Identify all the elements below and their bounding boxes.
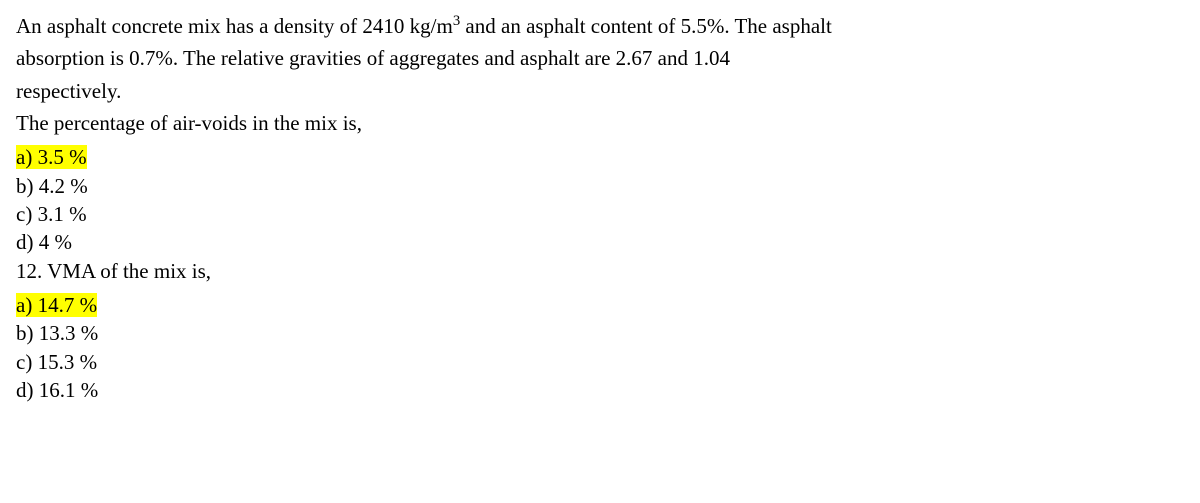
highlighted-answer: a) 14.7 % (16, 293, 97, 317)
q2-options: a) 14.7 % b) 13.3 % c) 15.3 % d) 16.1 % (16, 291, 1184, 404)
q1-option-b: b) 4.2 % (16, 172, 1184, 200)
stem-line-3: respectively. (16, 77, 1184, 105)
q2-option-d: d) 16.1 % (16, 376, 1184, 404)
q1-option-d: d) 4 % (16, 228, 1184, 256)
q2-option-c: c) 15.3 % (16, 348, 1184, 376)
q1-options: a) 3.5 % b) 4.2 % c) 3.1 % d) 4 % 12. VM… (16, 143, 1184, 285)
q2-stem: 12. VMA of the mix is, (16, 257, 1184, 285)
stem-text-pre: An asphalt concrete mix has a density of… (16, 14, 453, 38)
stem-text-post: and an asphalt content of 5.5%. The asph… (460, 14, 832, 38)
stem-line-1: An asphalt concrete mix has a density of… (16, 12, 1184, 40)
question-stem: An asphalt concrete mix has a density of… (16, 12, 1184, 137)
stem-line-2: absorption is 0.7%. The relative graviti… (16, 44, 1184, 72)
q1-option-c: c) 3.1 % (16, 200, 1184, 228)
highlighted-answer: a) 3.5 % (16, 145, 87, 169)
q1-option-a: a) 3.5 % (16, 143, 1184, 171)
q2-option-a: a) 14.7 % (16, 291, 1184, 319)
stem-line-4: The percentage of air-voids in the mix i… (16, 109, 1184, 137)
q2-option-b: b) 13.3 % (16, 319, 1184, 347)
